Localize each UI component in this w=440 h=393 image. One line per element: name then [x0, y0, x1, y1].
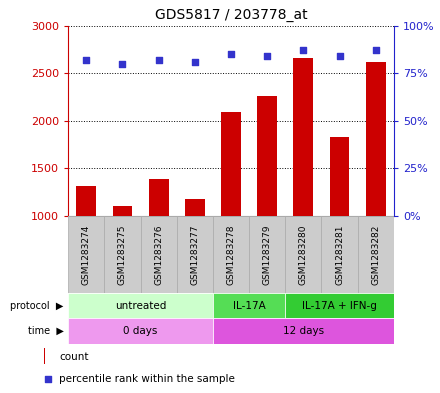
Bar — [185, 198, 205, 216]
Text: GSM1283279: GSM1283279 — [263, 224, 271, 285]
Point — [336, 53, 343, 59]
Bar — [221, 112, 241, 216]
Bar — [104, 216, 140, 293]
Text: GSM1283278: GSM1283278 — [227, 224, 235, 285]
Bar — [77, 185, 96, 216]
Point — [264, 53, 271, 59]
Point — [191, 59, 198, 65]
Bar — [68, 216, 104, 293]
Text: GSM1283275: GSM1283275 — [118, 224, 127, 285]
Bar — [249, 216, 285, 293]
Bar — [177, 216, 213, 293]
Bar — [140, 216, 177, 293]
Bar — [358, 216, 394, 293]
Text: percentile rank within the sample: percentile rank within the sample — [59, 374, 235, 384]
Text: 0 days: 0 days — [123, 326, 158, 336]
Bar — [285, 216, 322, 293]
Bar — [322, 216, 358, 293]
Bar — [293, 58, 313, 216]
Text: GSM1283274: GSM1283274 — [82, 224, 91, 285]
Bar — [113, 206, 132, 216]
Bar — [213, 216, 249, 293]
Text: 12 days: 12 days — [283, 326, 324, 336]
Point — [300, 47, 307, 53]
Text: GSM1283276: GSM1283276 — [154, 224, 163, 285]
Point — [227, 51, 235, 57]
Text: IL-17A: IL-17A — [233, 301, 265, 310]
Bar — [285, 293, 394, 318]
Text: protocol  ▶: protocol ▶ — [11, 301, 64, 310]
Text: GSM1283282: GSM1283282 — [371, 224, 380, 285]
Point — [83, 57, 90, 63]
Bar — [213, 293, 285, 318]
Text: GSM1283280: GSM1283280 — [299, 224, 308, 285]
Text: IL-17A + IFN-g: IL-17A + IFN-g — [302, 301, 377, 310]
Bar — [149, 179, 169, 216]
Point — [119, 61, 126, 67]
Text: untreated: untreated — [115, 301, 166, 310]
Text: count: count — [59, 351, 89, 362]
Bar — [44, 348, 45, 364]
Bar — [68, 318, 213, 344]
Point — [155, 57, 162, 63]
Text: time  ▶: time ▶ — [28, 326, 64, 336]
Text: GSM1283277: GSM1283277 — [191, 224, 199, 285]
Text: GSM1283281: GSM1283281 — [335, 224, 344, 285]
Title: GDS5817 / 203778_at: GDS5817 / 203778_at — [155, 8, 307, 22]
Bar — [213, 318, 394, 344]
Bar — [330, 137, 349, 216]
Bar — [366, 62, 386, 216]
Bar — [68, 293, 213, 318]
Bar — [257, 96, 277, 216]
Point — [372, 47, 379, 53]
